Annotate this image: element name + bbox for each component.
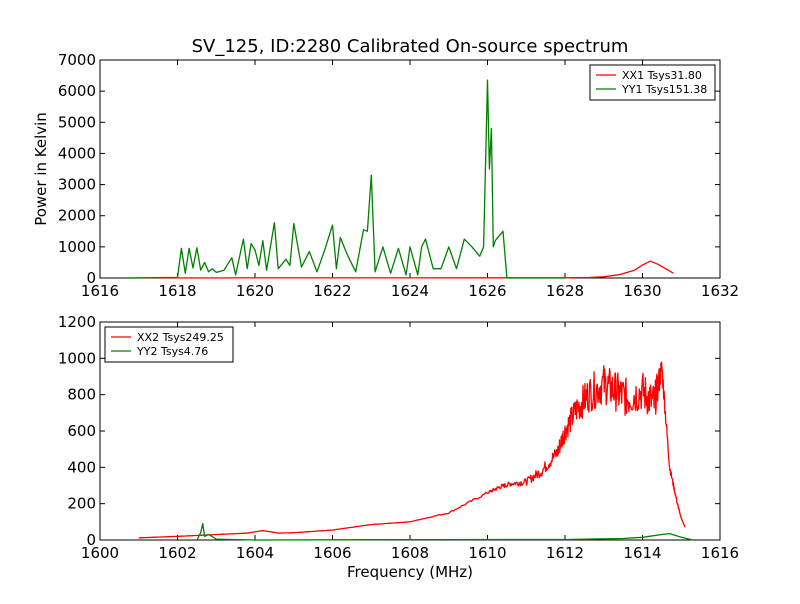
series-line-2 — [196, 522, 694, 541]
legend-label: XX1 Tsys31.80 — [622, 69, 702, 82]
x-tick-label: 1608 — [391, 544, 429, 562]
x-tick-label: 1630 — [623, 282, 661, 300]
x-axis-label: Frequency (MHz) — [347, 563, 473, 581]
x-tick-label: 1604 — [236, 544, 274, 562]
y-tick-label: 200 — [67, 495, 96, 513]
series-line-2 — [127, 79, 565, 279]
top-panel: 1616 1618 1620 1622 1624 1626 1628 1630 1632 0 100… — [32, 51, 739, 300]
x-tick-label: 1616 — [81, 282, 119, 300]
x-tick-label: 1600 — [81, 544, 119, 562]
series-line-1 — [138, 361, 686, 539]
x-tick-label: 1626 — [468, 282, 506, 300]
y-tick-label: 600 — [67, 422, 96, 440]
legend-box — [104, 326, 234, 363]
x-tick-label: 1618 — [158, 282, 196, 300]
y-tick-label: 6000 — [58, 82, 96, 100]
y-tick-label: 5000 — [58, 113, 96, 131]
x-tick-label: 1616 — [701, 544, 739, 562]
x-tick-label: 1628 — [546, 282, 584, 300]
x-tick-label: 1612 — [546, 544, 584, 562]
y-tick-label: 800 — [67, 386, 96, 404]
y-tick-label: 1200 — [58, 313, 96, 331]
y-tick-label: 400 — [67, 458, 96, 476]
y-tick-label: 0 — [86, 531, 96, 549]
x-tick-label: 1606 — [313, 544, 351, 562]
y-tick-label: 0 — [86, 269, 96, 287]
y-tick-label: 1000 — [58, 349, 96, 367]
bottom-panel-ticks: 1600 1602 1604 1606 1608 1610 1612 1614 1616 0 200… — [58, 313, 739, 562]
legend-label: XX2 Tsys249.25 — [137, 331, 224, 344]
series-line-1 — [127, 260, 674, 279]
bottom-panel: 1600 1602 1604 1606 1608 1610 1612 1614 1616 0 200… — [58, 313, 739, 562]
figure-title: SV_125, ID:2280 Calibrated On-source spe… — [192, 36, 629, 57]
x-tick-label: 1610 — [468, 544, 506, 562]
top-panel-lines — [127, 79, 674, 279]
x-tick-label: 1632 — [701, 282, 739, 300]
x-tick-label: 1614 — [623, 544, 661, 562]
top-panel-ticks: 1616 1618 1620 1622 1624 1626 1628 1630 1632 0 100… — [58, 51, 739, 300]
legend-label: YY1 Tsys151.38 — [621, 83, 707, 96]
y-tick-label: 2000 — [58, 207, 96, 225]
bottom-panel-lines — [138, 361, 694, 541]
x-tick-label: 1622 — [313, 282, 351, 300]
x-tick-label: 1624 — [391, 282, 429, 300]
y-tick-label: 7000 — [58, 51, 96, 69]
y-tick-label: 1000 — [58, 238, 96, 256]
x-tick-label: 1620 — [236, 282, 274, 300]
y-tick-label: 3000 — [58, 176, 96, 194]
top-y-axis-label: Power in Kelvin — [32, 112, 50, 226]
y-tick-label: 4000 — [58, 144, 96, 162]
x-tick-label: 1602 — [158, 544, 196, 562]
legend-box — [589, 64, 716, 101]
legend-label: YY2 Tsys4.76 — [136, 345, 208, 358]
